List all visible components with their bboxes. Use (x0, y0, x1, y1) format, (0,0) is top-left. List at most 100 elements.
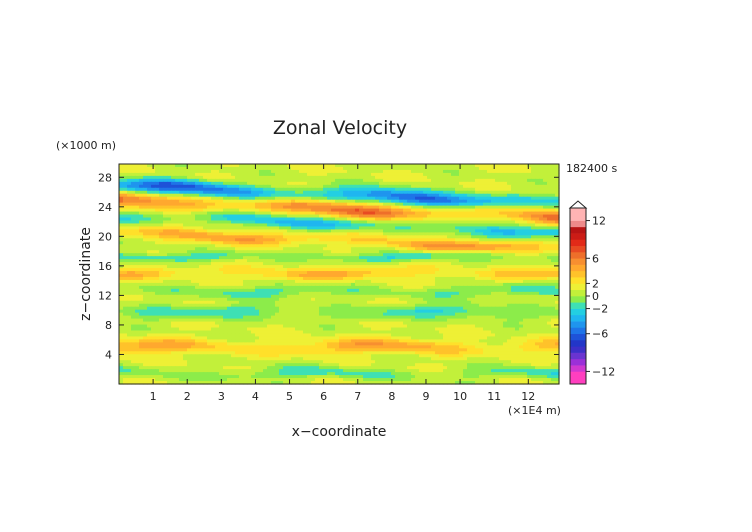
contour-cell (203, 208, 208, 213)
contour-cell (503, 184, 508, 189)
contour-cell (555, 211, 560, 216)
contour-cell (367, 241, 372, 245)
contour-cell (295, 271, 300, 275)
contour-cell (139, 274, 144, 278)
contour-cell (339, 250, 344, 254)
contour-cell (331, 178, 336, 183)
contour-cell (211, 199, 216, 204)
contour-cell (507, 187, 512, 192)
contour-cell (507, 164, 512, 168)
contour-cell (495, 244, 500, 248)
contour-cell (307, 250, 312, 254)
contour-cell (291, 199, 296, 204)
contour-cell (219, 259, 224, 263)
contour-cell (367, 226, 372, 230)
contour-cell (367, 169, 372, 174)
contour-cell (475, 291, 480, 296)
contour-cell (451, 271, 456, 275)
contour-cell (199, 241, 204, 245)
contour-cell (531, 202, 536, 207)
contour-cell (235, 241, 240, 245)
contour-cell (179, 274, 184, 278)
contour-cell (479, 166, 484, 171)
contour-cell (327, 169, 332, 174)
contour-cell (123, 291, 128, 296)
contour-cell (143, 217, 148, 222)
contour-cell (143, 262, 148, 266)
contour-cell (475, 214, 480, 219)
contour-cell (451, 193, 456, 198)
contour-cell (227, 276, 232, 281)
contour-cell (235, 187, 240, 192)
contour-cell (515, 285, 520, 290)
contour-cell (351, 291, 356, 296)
contour-cell (207, 211, 212, 216)
contour-cell (267, 220, 272, 225)
contour-cell (435, 196, 440, 201)
contour-cell (187, 181, 192, 186)
contour-cell (287, 181, 292, 186)
contour-cell (495, 175, 500, 180)
contour-cell (419, 196, 424, 201)
contour-cell (375, 271, 380, 275)
contour-cell (403, 175, 408, 180)
contour-cell (159, 226, 164, 230)
contour-cell (295, 196, 300, 201)
contour-cell (419, 226, 424, 230)
contour-cell (415, 205, 420, 210)
contour-cell (183, 223, 188, 228)
contour-cell (231, 256, 236, 260)
contour-cell (299, 256, 304, 260)
contour-cell (243, 226, 248, 230)
contour-cell (123, 172, 128, 177)
contour-cell (335, 184, 340, 189)
contour-cell (463, 193, 468, 198)
contour-cell (195, 166, 200, 171)
contour-cell (431, 187, 436, 192)
contour-cell (363, 288, 368, 293)
contour-cell (119, 169, 124, 174)
contour-cell (523, 193, 528, 198)
contour-cell (399, 208, 404, 213)
contour-cell (455, 172, 460, 177)
contour-cell (379, 271, 384, 275)
contour-cell (251, 291, 256, 296)
contour-cell (231, 259, 236, 263)
contour-cell (443, 238, 448, 242)
contour-cell (415, 202, 420, 207)
contour-cell (523, 202, 528, 207)
contour-cell (167, 274, 172, 278)
contour-cell (187, 241, 192, 245)
contour-cell (487, 169, 492, 174)
contour-cell (531, 217, 536, 222)
contour-cell (323, 199, 328, 204)
contour-cell (407, 181, 412, 186)
contour-cell (323, 217, 328, 222)
contour-cell (287, 288, 292, 293)
contour-cell (167, 232, 172, 236)
contour-cell (271, 256, 276, 260)
contour-cell (275, 178, 280, 183)
contour-cell (487, 187, 492, 192)
contour-cell (211, 241, 216, 245)
contour-cell (543, 271, 548, 275)
contour-cell (351, 178, 356, 183)
contour-cell (315, 220, 320, 225)
contour-cell (131, 235, 136, 239)
contour-cell (495, 220, 500, 225)
contour-cell (231, 184, 236, 189)
contour-cell (391, 250, 396, 254)
contour-cell (435, 175, 440, 180)
contour-cell (467, 253, 472, 257)
contour-cell (243, 288, 248, 293)
contour-cell (403, 214, 408, 219)
contour-cell (511, 247, 516, 251)
contour-cell (391, 229, 396, 233)
contour-cell (527, 214, 532, 219)
contour-cell (295, 253, 300, 257)
contour-cell (259, 175, 264, 180)
contour-cell (251, 178, 256, 183)
contour-cell (223, 184, 228, 189)
contour-cell (199, 279, 204, 284)
contour-cell (147, 164, 152, 168)
